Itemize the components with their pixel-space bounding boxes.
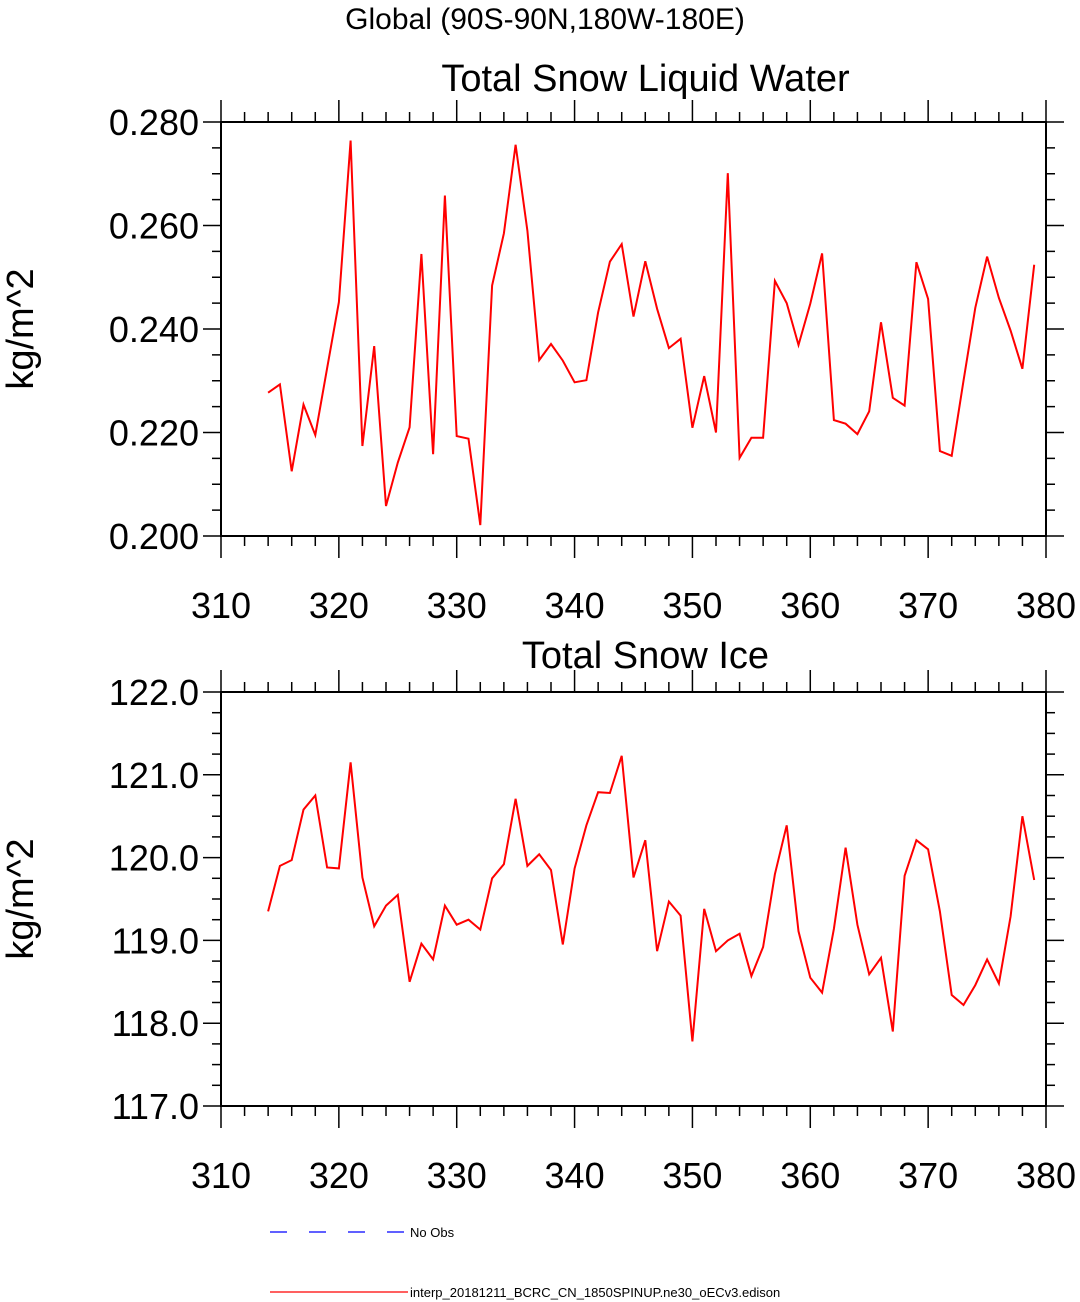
x-tick-label: 340 — [545, 585, 605, 626]
x-tick-label: 310 — [191, 585, 251, 626]
y-tick-label: 0.280 — [109, 102, 199, 143]
series-line-1 — [267, 755, 1036, 1042]
x-tick-label: 320 — [309, 585, 369, 626]
y-tick-label: 121.0 — [109, 755, 199, 796]
y-tick-label: 0.220 — [109, 413, 199, 454]
legend-label: No Obs — [410, 1225, 455, 1240]
y-tick-label: 0.240 — [109, 309, 199, 350]
legend: No Obs interp_20181211_BCRC_CN_1850SPINUP… — [270, 1225, 780, 1300]
y-tick-label: 0.260 — [109, 206, 199, 247]
legend-entry-1: No Obs — [270, 1225, 455, 1240]
y-tick-label: 118.0 — [112, 1003, 199, 1044]
x-tick-label: 350 — [662, 1155, 722, 1196]
y-tick-label: 122.0 — [109, 672, 199, 713]
x-tick-label: 330 — [427, 1155, 487, 1196]
panel-1: Total Snow Liquid Water kg/m^2 0.200 0.220 0… — [0, 58, 1076, 626]
plot-frame — [220, 691, 1047, 1107]
plots-group: Total Snow Liquid Water kg/m^2 0.200 0.220 0… — [0, 58, 1076, 1196]
series-line-1 — [267, 140, 1036, 526]
x-tick-label: 330 — [427, 585, 487, 626]
plot-frame — [220, 121, 1047, 537]
y-tick-label: 119.0 — [112, 920, 199, 961]
x-tick-label: 370 — [898, 1155, 958, 1196]
y-tick-label: 120.0 — [109, 838, 199, 879]
y-axis-label: kg/m^2 — [0, 268, 42, 389]
legend-label: interp_20181211_BCRC_CN_1850SPINUP.ne30_… — [410, 1285, 780, 1300]
x-tick-label: 360 — [780, 585, 840, 626]
panel-2: Total Snow Ice kg/m^2 117.0 118.0 119.0 120.0… — [0, 635, 1076, 1196]
y-tick-label: 0.200 — [109, 516, 199, 557]
x-tick-label: 310 — [191, 1155, 251, 1196]
x-tick-label: 320 — [309, 1155, 369, 1196]
x-tick-label: 370 — [898, 585, 958, 626]
panel-title: Total Snow Liquid Water — [441, 58, 850, 100]
x-tick-label: 350 — [662, 585, 722, 626]
panel-title: Total Snow Ice — [522, 635, 769, 677]
x-tick-label: 380 — [1016, 585, 1076, 626]
legend-entry-2: interp_20181211_BCRC_CN_1850SPINUP.ne30_… — [270, 1285, 780, 1300]
y-tick-label: 117.0 — [112, 1086, 199, 1127]
x-tick-label: 360 — [780, 1155, 840, 1196]
x-tick-label: 380 — [1016, 1155, 1076, 1196]
y-axis-label: kg/m^2 — [0, 838, 42, 959]
page-title: Global (90S-90N,180W-180E) — [345, 3, 745, 36]
x-tick-label: 340 — [545, 1155, 605, 1196]
